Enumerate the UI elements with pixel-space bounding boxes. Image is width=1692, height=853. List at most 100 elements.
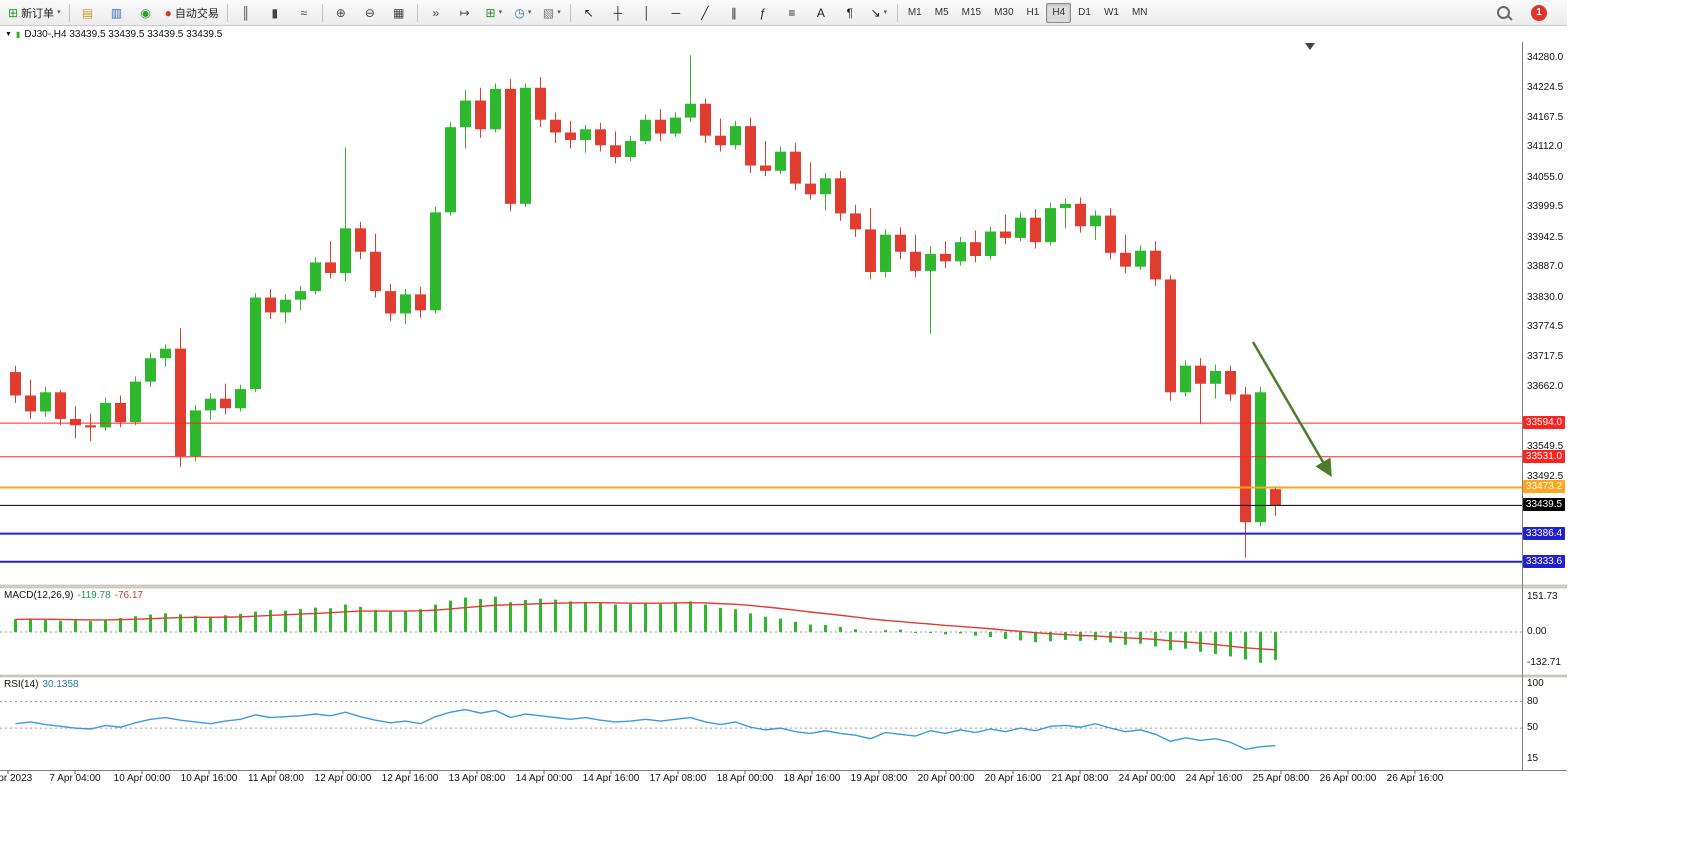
macd-bar — [344, 604, 347, 632]
macd-bar — [119, 618, 122, 632]
macd-bar — [1064, 632, 1067, 640]
chart-canvas[interactable] — [0, 0, 1567, 853]
macd-bar — [659, 603, 662, 632]
horizontal-line-button[interactable]: ─ — [662, 2, 690, 24]
timeframe-W1[interactable]: W1 — [1103, 7, 1119, 18]
notifications-button[interactable]: 1 — [1525, 2, 1553, 24]
chart-title: DJ30-,H4 33439.5 33439.5 33439.5 33439.5 — [24, 29, 223, 40]
timeframe-MN[interactable]: MN — [1131, 7, 1148, 18]
cursor-button[interactable]: ↖ — [575, 2, 603, 24]
auto-scroll-button[interactable]: » — [422, 2, 450, 24]
chart-shift-icon: ↦ — [459, 5, 470, 20]
window-menu-icon[interactable]: ▼ — [5, 31, 12, 38]
horizontal-line-icon: ─ — [671, 5, 681, 20]
candle — [1000, 231, 1011, 238]
toolbar: ⊞ 新订单 ▾ ▤ ▥ ◉ ● 自动交易 ║ ▮ ≈ ⊕ ⊖ ▦» ↦ ⊞ ▾ ◷ ▾ ▧ ▾ ↖ ┼ │ ─ ╱ ∥ ƒ ≡ A ¶ ↘ ▾ M… — [0, 0, 1567, 26]
zoom-out-button[interactable]: ⊖ — [356, 2, 384, 24]
trend-arrow[interactable] — [1251, 341, 1332, 478]
macd-bar — [449, 600, 452, 632]
line-chart-button[interactable]: ≈ — [290, 2, 318, 24]
text-label-button[interactable]: ¶ — [836, 2, 864, 24]
macd-bar — [1004, 632, 1007, 639]
candle — [1105, 215, 1116, 253]
templates-button[interactable]: ▧ ▾ — [538, 2, 566, 24]
text-button[interactable]: A — [807, 2, 835, 24]
candle — [280, 299, 291, 313]
charts-button[interactable]: ▤ — [74, 2, 102, 24]
chart-shift-button[interactable]: ↦ — [451, 2, 479, 24]
candle — [475, 100, 486, 130]
timeframe-M15[interactable]: M15 — [961, 7, 982, 18]
candle — [835, 178, 846, 214]
timeframe-H4[interactable]: H4 — [1046, 2, 1072, 23]
candle — [1060, 203, 1071, 209]
macd-bar — [494, 596, 497, 632]
macd-bar — [29, 618, 32, 632]
candle — [790, 151, 801, 184]
macd-panel[interactable] — [0, 596, 1522, 663]
tile-windows-button[interactable]: ▦ — [385, 2, 413, 24]
macd-bar — [989, 632, 992, 638]
zoom-out-icon: ⊖ — [364, 5, 375, 20]
equidistant-channel-button[interactable]: ∥ — [720, 2, 748, 24]
new-chart-button[interactable]: ⊞ ▾ — [480, 2, 508, 24]
candle — [805, 183, 816, 195]
crosshair-button[interactable]: ┼ — [604, 2, 632, 24]
candle — [1120, 252, 1131, 267]
macd-bar — [1214, 632, 1217, 655]
macd-bar — [614, 604, 617, 632]
candle — [955, 242, 966, 262]
candle — [40, 392, 51, 412]
timeframe-M1[interactable]: M1 — [907, 7, 922, 18]
timeframe-H1[interactable]: H1 — [1026, 7, 1040, 18]
new-chart-icon: ⊞ — [485, 5, 496, 20]
macd-bar — [419, 609, 422, 632]
bar-chart-button[interactable]: ║ — [232, 2, 260, 24]
macd-bar — [209, 616, 212, 632]
macd-bar — [584, 601, 587, 632]
zoom-in-button[interactable]: ⊕ — [327, 2, 355, 24]
macd-bar — [734, 609, 737, 632]
periodicity-button[interactable]: ◷ ▾ — [509, 2, 537, 24]
new-order-button[interactable]: ⊞ 新订单 ▾ — [4, 2, 65, 24]
autotrading-button[interactable]: ● 自动交易 — [161, 2, 223, 24]
community-button[interactable]: ◉ — [132, 2, 160, 24]
panel-separator[interactable] — [0, 674, 1567, 678]
timeframe-D1[interactable]: D1 — [1078, 7, 1091, 18]
templates-icon: ▧ — [542, 5, 555, 20]
trendline-button[interactable]: ╱ — [691, 2, 719, 24]
horizontal-line-objects[interactable] — [0, 422, 1522, 563]
candle — [715, 135, 726, 146]
search-button[interactable] — [1489, 2, 1517, 24]
candle — [505, 88, 516, 204]
macd-bar — [869, 631, 872, 633]
candle — [640, 119, 651, 142]
candle — [565, 132, 576, 140]
timeframe-M30[interactable]: M30 — [994, 7, 1014, 18]
chevron-down-icon: ▾ — [57, 9, 61, 16]
macd-bar — [554, 599, 557, 632]
text-icon: A — [816, 5, 825, 20]
candlestick-plot[interactable] — [10, 55, 1281, 558]
text-label-icon: ¶ — [846, 5, 854, 20]
macd-signal-line — [15, 601, 1276, 651]
charts-icon: ▤ — [81, 5, 94, 20]
timeframe-M5[interactable]: M5 — [934, 7, 949, 18]
crosshair-icon: ┼ — [613, 5, 623, 20]
vertical-line-button[interactable]: │ — [633, 2, 661, 24]
arrows-button[interactable]: ↘ ▾ — [865, 2, 893, 24]
candle — [580, 129, 591, 140]
objects-list-button[interactable]: ≡ — [778, 2, 806, 24]
chart-shift-marker[interactable] — [1305, 43, 1315, 50]
rsi-panel[interactable] — [0, 701, 1522, 751]
macd-bar — [1019, 632, 1022, 641]
macd-bar — [179, 614, 182, 632]
fibonacci-button[interactable]: ƒ — [749, 2, 777, 24]
candle — [1090, 215, 1101, 227]
quotes-button[interactable]: ▥ — [103, 2, 131, 24]
macd-bar — [239, 613, 242, 632]
candlestick-chart-button[interactable]: ▮ — [261, 2, 289, 24]
macd-bar — [134, 616, 137, 632]
candle — [685, 103, 696, 118]
panel-separator[interactable] — [0, 584, 1567, 589]
